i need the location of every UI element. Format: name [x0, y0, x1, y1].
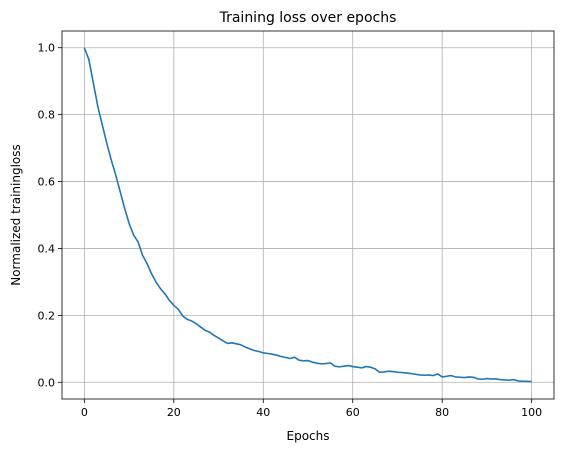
x-tick-label: 20 — [167, 406, 181, 419]
loss-series-line — [83, 47, 532, 383]
y-axis-label: Normalized trainingloss — [9, 144, 23, 286]
chart-title: Training loss over epochs — [219, 10, 397, 26]
x-tick-label: 80 — [435, 406, 449, 419]
x-axis-label: Epochs — [287, 429, 330, 443]
y-tick-label: 0.2 — [38, 309, 56, 322]
axis-ticks: 0 20 40 60 80 100 0.0 0.2 0.4 0.6 0.8 1.0 — [38, 42, 543, 419]
y-tick-label: 0.4 — [38, 242, 56, 255]
y-tick-label: 0.0 — [38, 376, 56, 389]
y-tick-label: 1.0 — [38, 42, 56, 55]
series-layer — [83, 47, 532, 383]
y-tick-label: 0.6 — [38, 176, 56, 189]
grid — [62, 31, 554, 399]
x-tick-label: 40 — [256, 406, 270, 419]
x-tick-label: 0 — [81, 406, 88, 419]
x-tick-label: 60 — [346, 406, 360, 419]
y-tick-label: 0.8 — [38, 109, 56, 122]
plot-frame — [61, 30, 555, 400]
x-tick-label: 100 — [521, 406, 542, 419]
